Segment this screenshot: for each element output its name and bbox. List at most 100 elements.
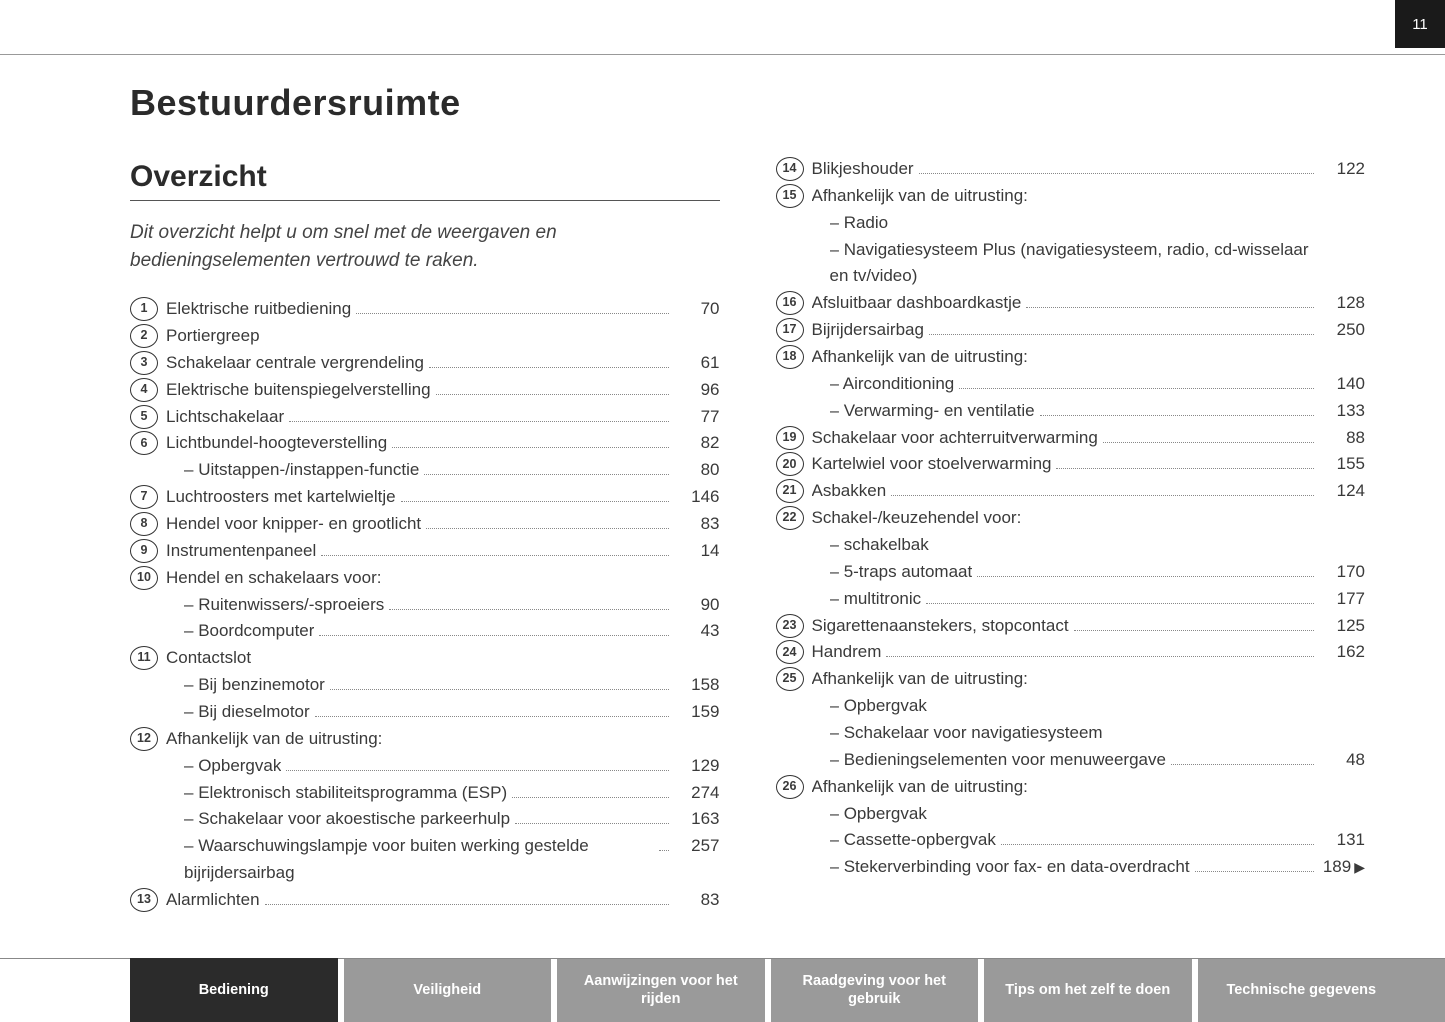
toc-subentry: Waarschuwingslampje voor buiten werking …	[130, 833, 720, 887]
toc-entry: 6Lichtbundel-hoogteverstelling82	[130, 430, 720, 457]
entry-number-icon: 16	[776, 291, 804, 315]
toc-subentry: multitronic177	[776, 586, 1366, 613]
entry-body: Lichtbundel-hoogteverstelling	[166, 430, 674, 457]
entry-label: Opbergvak	[184, 753, 281, 780]
toc-subentry: Boordcomputer43	[130, 618, 720, 645]
leader-dots	[659, 850, 669, 851]
toc-entry: 11Contactslot	[130, 645, 720, 672]
entry-body: Afhankelijk van de uitrusting:	[812, 774, 1320, 801]
entry-page: 83	[674, 511, 720, 538]
toc-entry: 18Afhankelijk van de uitrusting:	[776, 344, 1366, 371]
entry-label: Schakelaar voor achterruitverwarming	[812, 425, 1098, 452]
toc-entry: 14Blikjeshouder122	[776, 156, 1366, 183]
entry-label: Instrumentenpaneel	[166, 538, 316, 565]
toc-entry: 17Bijrijdersairbag250	[776, 317, 1366, 344]
footer-tab[interactable]: Veiligheid	[344, 958, 552, 1022]
entry-number-icon: 12	[130, 727, 158, 751]
toc-entry: 2Portiergreep	[130, 323, 720, 350]
entry-body: Contactslot	[166, 645, 674, 672]
toc-entry: 16Afsluitbaar dashboardkastje128	[776, 290, 1366, 317]
toc-subentry: Bij benzinemotor158	[130, 672, 720, 699]
leader-dots	[959, 388, 1314, 389]
entry-body: Verwarming- en ventilatie	[830, 398, 1320, 425]
entry-body: Alarmlichten	[166, 887, 674, 914]
entry-label: Hendel en schakelaars voor:	[166, 565, 381, 592]
page-title: Bestuurdersruimte	[130, 82, 720, 124]
column-left: Bestuurdersruimte Overzicht Dit overzich…	[130, 82, 720, 912]
footer-tab[interactable]: Bediening	[130, 958, 338, 1022]
entry-label: Navigatiesysteem Plus (navigatiesysteem,…	[830, 237, 1320, 291]
top-rule	[0, 54, 1445, 55]
leader-dots	[426, 528, 668, 529]
entry-page: 96	[674, 377, 720, 404]
entry-number-icon: 25	[776, 667, 804, 691]
toc-subentry: Cassette-opbergvak131	[776, 827, 1366, 854]
toc-subentry: Bedieningselementen voor menuweergave48	[776, 747, 1366, 774]
leader-dots	[1074, 630, 1314, 631]
entry-label: Afsluitbaar dashboardkastje	[812, 290, 1022, 317]
entry-label: Stekerverbinding voor fax- en data-overd…	[830, 854, 1190, 881]
toc-entry: 5Lichtschakelaar77	[130, 404, 720, 431]
leader-dots	[926, 603, 1314, 604]
entry-body: 5-traps automaat	[830, 559, 1320, 586]
entry-page: 162	[1319, 639, 1365, 666]
toc-list-right: 14Blikjeshouder12215Afhankelijk van de u…	[776, 156, 1366, 881]
entry-label: Luchtroosters met kartelwieltje	[166, 484, 396, 511]
entry-page: 189▶	[1319, 854, 1365, 881]
leader-dots	[1195, 871, 1314, 872]
leader-dots	[1171, 764, 1314, 765]
leader-dots	[436, 394, 669, 395]
entry-page: 133	[1319, 398, 1365, 425]
toc-subentry: Stekerverbinding voor fax- en data-overd…	[776, 854, 1366, 881]
entry-body: schakelbak	[830, 532, 1320, 559]
leader-dots	[977, 576, 1314, 577]
entry-body: Elektronisch stabiliteitsprogramma (ESP)	[184, 780, 674, 807]
entry-body: Luchtroosters met kartelwieltje	[166, 484, 674, 511]
entry-number-icon: 10	[130, 566, 158, 590]
entry-page: 88	[1319, 425, 1365, 452]
leader-dots	[424, 474, 668, 475]
entry-number-icon: 17	[776, 318, 804, 342]
toc-subentry: Airconditioning140	[776, 371, 1366, 398]
entry-label: Ruitenwissers/-sproeiers	[184, 592, 384, 619]
leader-dots	[1056, 468, 1314, 469]
entry-label: Uitstappen-/instappen-functie	[184, 457, 419, 484]
toc-entry: 19 Schakelaar voor achterruitverwarming 88	[776, 425, 1366, 452]
entry-label: Opbergvak	[830, 693, 927, 720]
entry-page: 122	[1319, 156, 1365, 183]
footer-tab[interactable]: Tips om het zelf te doen	[984, 958, 1192, 1022]
entry-number-icon: 19	[776, 426, 804, 450]
toc-subentry: Verwarming- en ventilatie133	[776, 398, 1366, 425]
column-right: 14Blikjeshouder12215Afhankelijk van de u…	[776, 82, 1366, 912]
entry-label: Waarschuwingslampje voor buiten werking …	[184, 833, 654, 887]
entry-number-icon: 21	[776, 479, 804, 503]
entry-page: 124	[1319, 478, 1365, 505]
leader-dots	[286, 770, 668, 771]
footer-tab[interactable]: Raadgeving voor het gebruik	[771, 958, 979, 1022]
entry-body: Hendel en schakelaars voor:	[166, 565, 674, 592]
footer-tab[interactable]: Technische gegevens	[1198, 958, 1406, 1022]
entry-label: Lichtschakelaar	[166, 404, 284, 431]
toc-subentry: Schakelaar voor navigatiesysteem	[776, 720, 1366, 747]
toc-entry: 3Schakelaar centrale vergrendeling61	[130, 350, 720, 377]
entry-page: 83	[674, 887, 720, 914]
entry-number-icon: 20	[776, 452, 804, 476]
toc-subentry: Opbergvak129	[130, 753, 720, 780]
entry-body: Instrumentenpaneel	[166, 538, 674, 565]
entry-label: Schakelaar voor akoestische parkeerhulp	[184, 806, 510, 833]
entry-label: Kartelwiel voor stoelverwarming	[812, 451, 1052, 478]
entry-label: Bedieningselementen voor menuweergave	[830, 747, 1166, 774]
toc-entry: 4Elektrische buitenspiegelverstelling96	[130, 377, 720, 404]
footer-tab[interactable]: Aanwijzingen voor het rijden	[557, 958, 765, 1022]
entry-page: 131	[1319, 827, 1365, 854]
entry-label: Afhankelijk van de uitrusting:	[166, 726, 382, 753]
entry-body: Waarschuwingslampje voor buiten werking …	[184, 833, 674, 887]
toc-entry: 7Luchtroosters met kartelwieltje146	[130, 484, 720, 511]
leader-dots	[356, 313, 668, 314]
entry-number-icon: 4	[130, 378, 158, 402]
entry-body: multitronic	[830, 586, 1320, 613]
toc-subentry: 5-traps automaat170	[776, 559, 1366, 586]
entry-body: Schakelaar voor achterruitverwarming	[812, 425, 1320, 452]
entry-page: 146	[674, 484, 720, 511]
entry-body: Handrem	[812, 639, 1320, 666]
